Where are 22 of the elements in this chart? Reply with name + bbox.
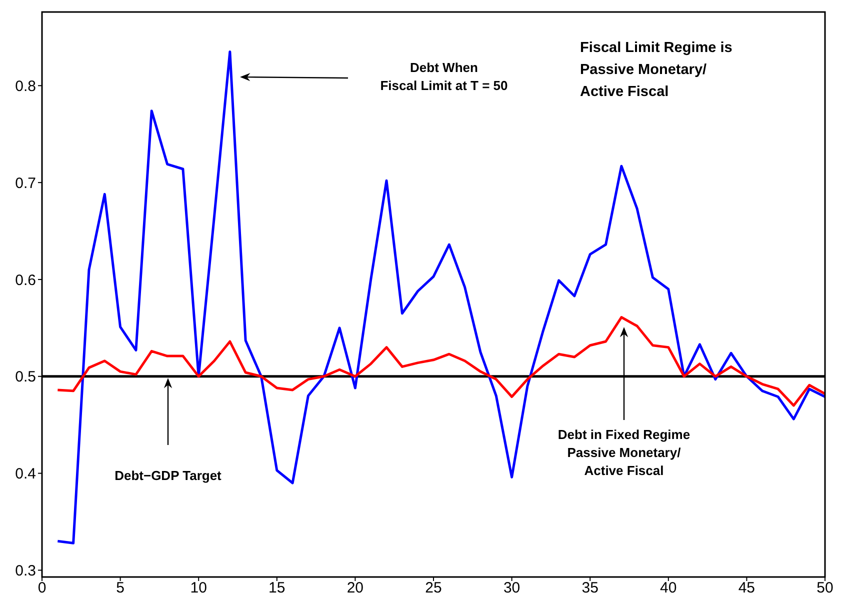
x-tick-label: 35 [582, 580, 598, 597]
line-series [56, 316, 825, 407]
y-tick-label: 0.6 [15, 272, 36, 289]
y-tick-label: 0.5 [15, 368, 36, 386]
x-tick-label: 20 [346, 580, 364, 597]
x-tick-label: 5 [116, 580, 124, 597]
x-tick-label: 25 [425, 580, 442, 597]
y-tick-label: 0.4 [15, 466, 36, 483]
x-tick-label: 15 [268, 580, 286, 597]
y-tick-label: 0.7 [15, 174, 36, 192]
x-tick-label: 45 [738, 580, 756, 597]
annotation: Fiscal Limit Regime is Passive Monetary/ Active Fiscal [580, 40, 732, 100]
x-tick-label: 40 [660, 580, 677, 597]
x-tick-label: 10 [190, 580, 207, 597]
y-tick-label: 0.8 [15, 78, 36, 95]
annotation: Debt in Fixed Regime Passive Monetary/ Active Fiscal [558, 427, 690, 478]
annotation: Debt−GDP Target [114, 468, 222, 483]
x-tick-label: 0 [38, 580, 46, 597]
y-tick-label: 0.3 [15, 562, 36, 580]
annotation: Debt When Fiscal Limit at T = 50 [380, 60, 508, 93]
x-tick-label: 30 [503, 580, 520, 597]
x-tick-label: 50 [816, 580, 834, 597]
